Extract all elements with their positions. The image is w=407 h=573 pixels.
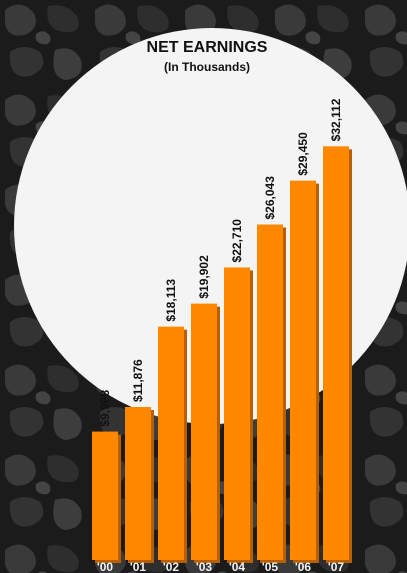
x-tick-label-7: '07 (328, 560, 345, 573)
chart-title: NET EARNINGS (147, 39, 268, 56)
x-tick-label-1: '01 (130, 560, 147, 573)
data-label-0: $9,968 (98, 390, 112, 427)
x-tick-label-2: '02 (163, 560, 180, 573)
x-tick-labels-group: '00 '01 '02 '03 '04 '05 '06 '07 (97, 560, 345, 573)
data-label-5: $26,043 (263, 176, 277, 220)
bar-5 (257, 224, 283, 560)
bar-3 (191, 303, 217, 560)
bar-1 (125, 407, 151, 560)
x-tick-label-6: '06 (295, 560, 312, 573)
bar-6 (290, 180, 316, 561)
data-label-6: $29,450 (296, 132, 310, 176)
data-label-2: $18,113 (164, 279, 178, 322)
data-labels-group: $9,968 $11,876 $18,113 $19,902 $22,710 $26,04… (98, 98, 343, 426)
bar-4 (224, 267, 250, 560)
data-label-4: $22,710 (230, 219, 244, 263)
bar-0 (92, 431, 118, 560)
x-tick-label-3: '03 (196, 560, 213, 573)
x-tick-label-4: '04 (229, 560, 246, 573)
bar-7 (323, 146, 349, 560)
data-label-3: $19,902 (197, 255, 211, 299)
data-label-1: $11,876 (131, 359, 145, 402)
chart-subtitle: (In Thousands) (164, 60, 250, 74)
bar-2 (158, 326, 184, 560)
x-tick-label-0: '00 (97, 560, 114, 573)
x-tick-label-5: '05 (262, 560, 279, 573)
data-label-7: $32,112 (329, 98, 343, 141)
bars-group (92, 146, 352, 564)
